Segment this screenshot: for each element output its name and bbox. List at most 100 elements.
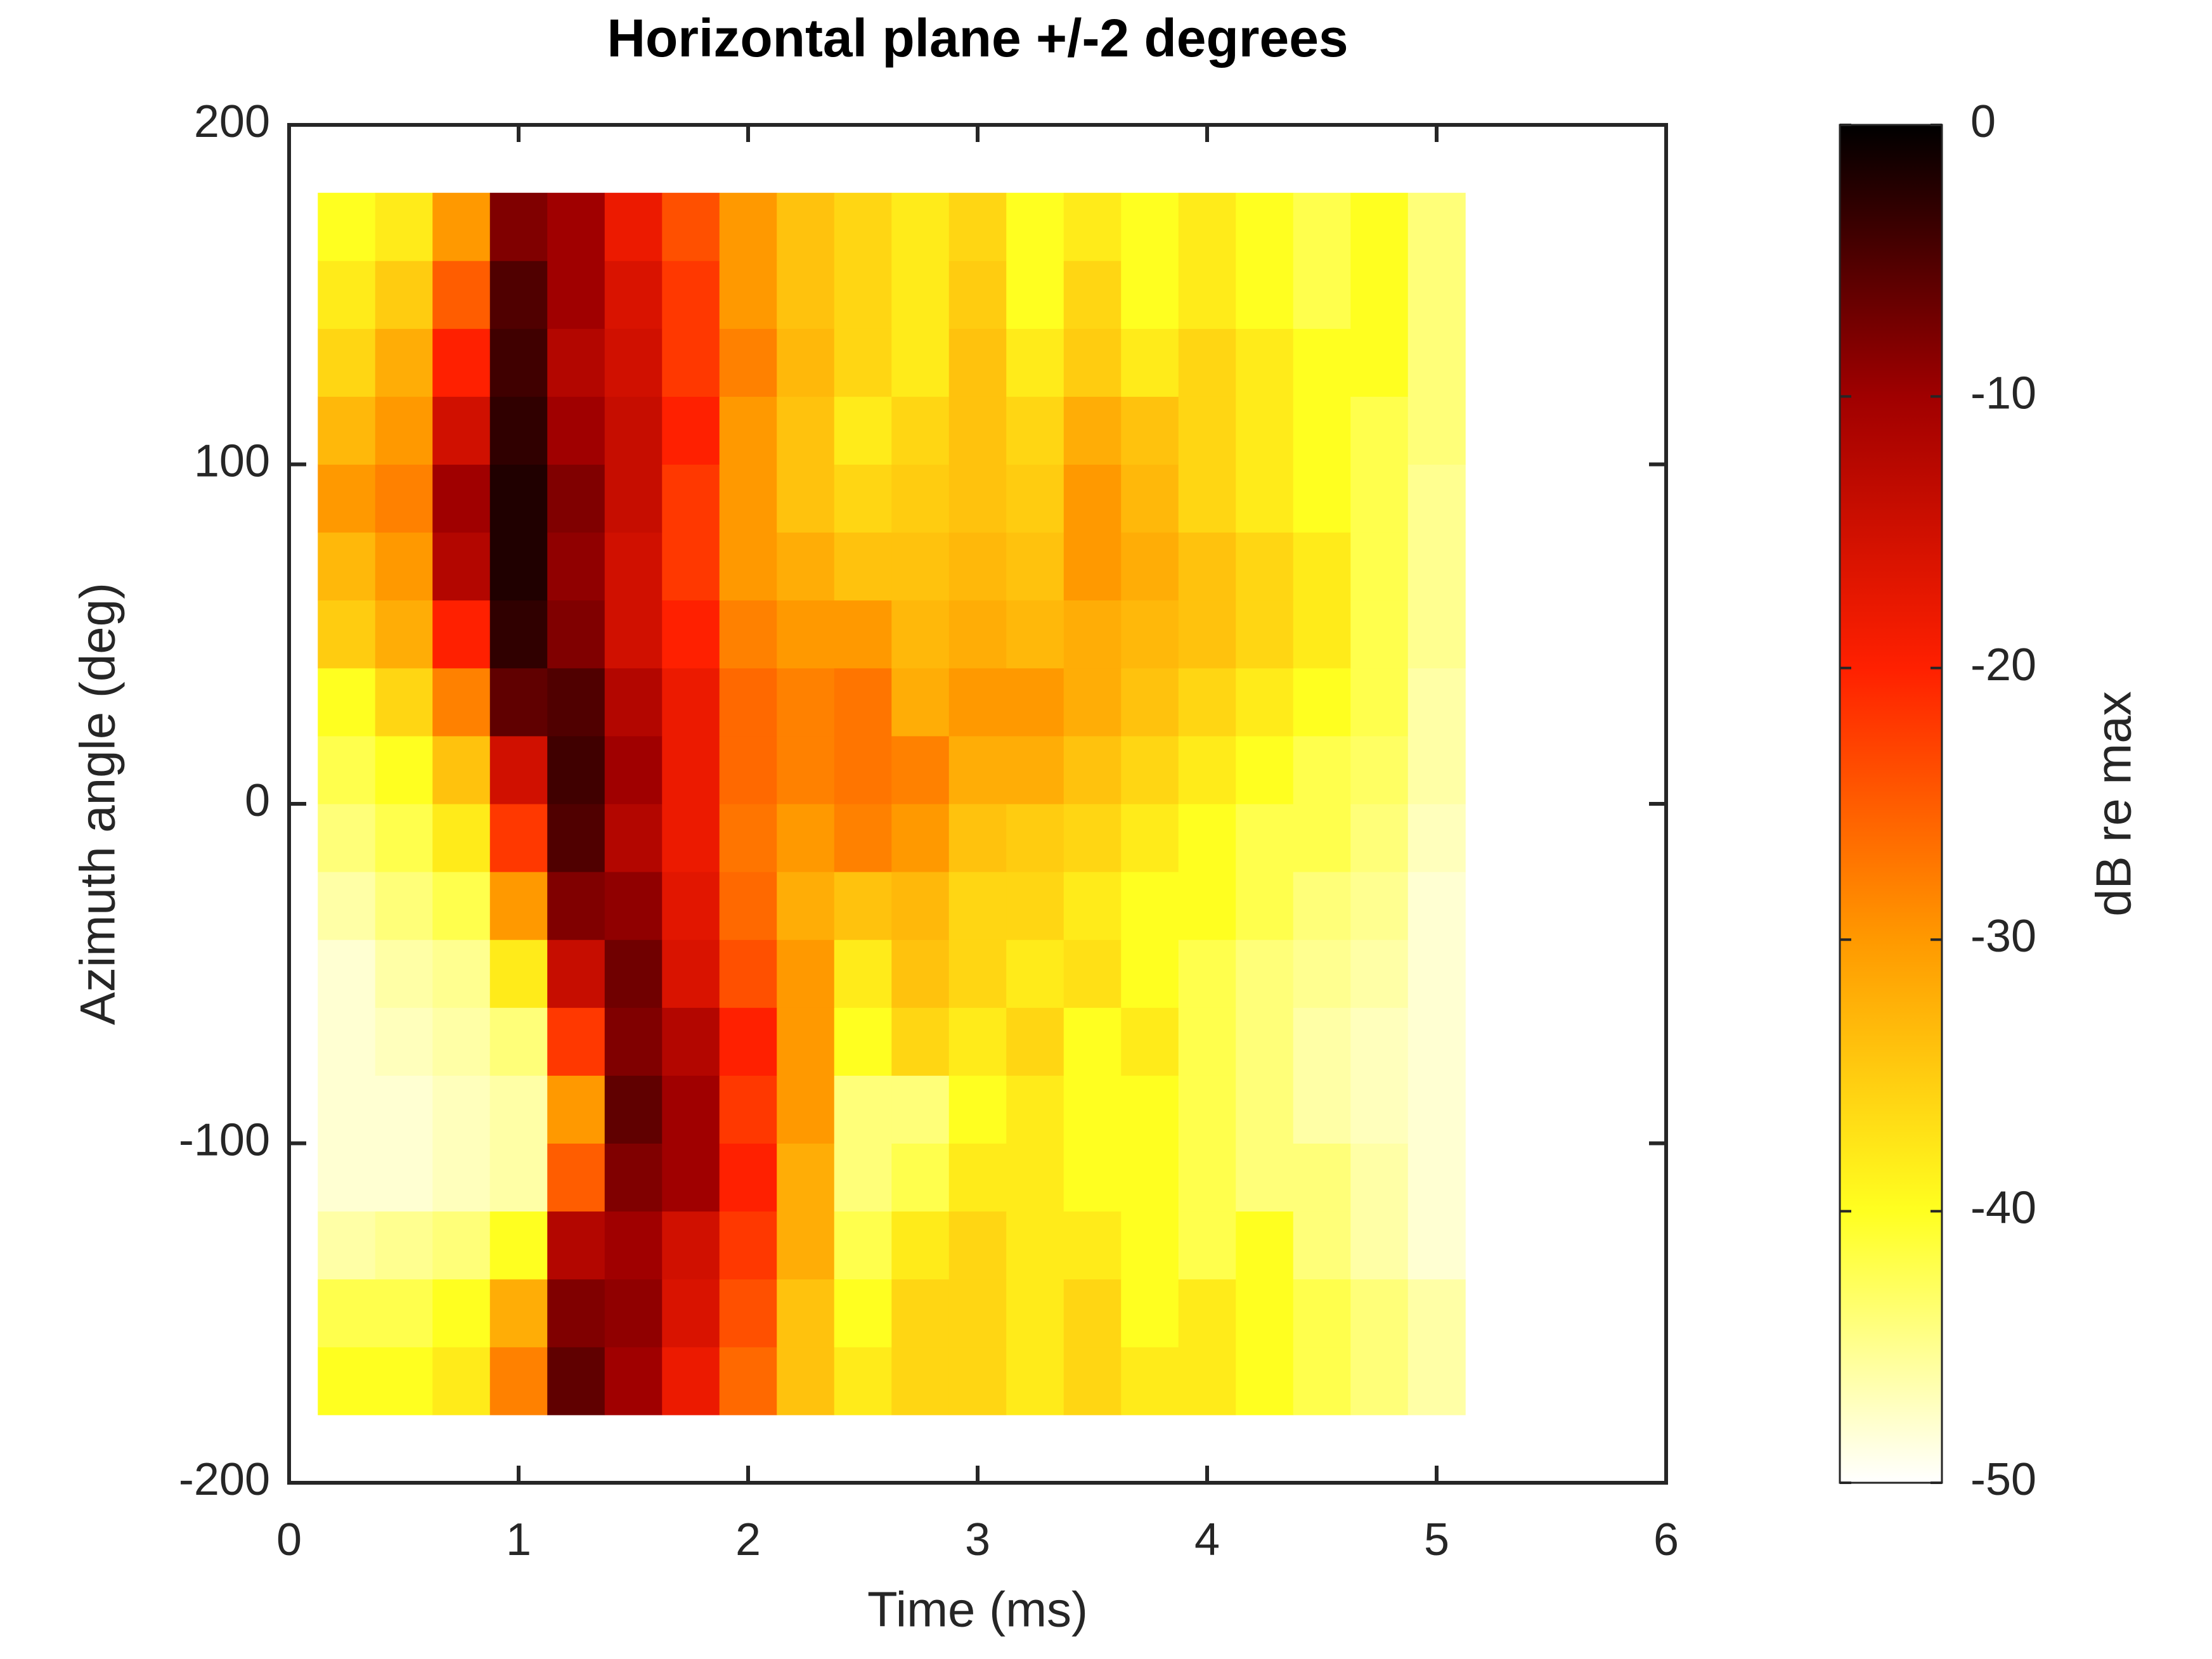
- heatmap-cell: [1236, 1346, 1294, 1416]
- heatmap-cell: [547, 600, 605, 669]
- heatmap-cell: [1121, 328, 1179, 397]
- heatmap-cell: [604, 1075, 663, 1144]
- heatmap-cell: [1006, 1346, 1064, 1416]
- heatmap-cell: [1293, 1346, 1351, 1416]
- heatmap-cell: [719, 1279, 777, 1348]
- heatmap-cell: [777, 600, 835, 669]
- heatmap-cell: [777, 193, 835, 261]
- heatmap-cell: [604, 532, 663, 601]
- heatmap-cell: [777, 1279, 835, 1348]
- heatmap-cell: [891, 804, 950, 872]
- heatmap-cell: [432, 939, 491, 1008]
- heatmap-cell: [375, 872, 433, 940]
- heatmap-cell: [948, 1279, 1007, 1348]
- heatmap-cell: [1121, 1211, 1179, 1280]
- heatmap-cell: [547, 1075, 605, 1144]
- heatmap-cell: [318, 464, 376, 533]
- heatmap-cell: [318, 261, 376, 329]
- heatmap-cell: [604, 939, 663, 1008]
- heatmap-cell: [1350, 1211, 1409, 1280]
- heatmap-cell: [547, 939, 605, 1008]
- heatmap-cell: [948, 600, 1007, 669]
- heatmap-cell: [604, 193, 663, 261]
- heatmap-cell: [547, 261, 605, 329]
- heatmap-cell: [834, 328, 892, 397]
- heatmap-cell: [1063, 804, 1122, 872]
- heatmap-cell: [1236, 735, 1294, 804]
- heatmap-cell: [547, 328, 605, 397]
- heatmap-cell: [1350, 939, 1409, 1008]
- heatmap-cell: [1178, 1143, 1236, 1212]
- heatmap-cell: [318, 939, 376, 1008]
- heatmap-cell: [489, 668, 548, 737]
- heatmap-cell: [375, 396, 433, 465]
- heatmap-cell: [1236, 328, 1294, 397]
- heatmap-cell: [318, 396, 376, 465]
- heatmap-cell: [1178, 261, 1236, 329]
- heatmap-cell: [432, 1346, 491, 1416]
- heatmap-cell: [948, 1211, 1007, 1280]
- heatmap-cell: [777, 396, 835, 465]
- heatmap-cell: [489, 600, 548, 669]
- heatmap-cell: [1006, 1007, 1064, 1076]
- heatmap-cell: [375, 668, 433, 737]
- heatmap-cell: [1293, 1007, 1351, 1076]
- heatmap-cell: [1236, 464, 1294, 533]
- heatmap-cell: [432, 328, 491, 397]
- heatmap-cell: [1236, 1007, 1294, 1076]
- heatmap-cell: [432, 600, 491, 669]
- heatmap-cell: [719, 804, 777, 872]
- heatmap-cell: [1063, 1075, 1122, 1144]
- heatmap-cell: [1178, 668, 1236, 737]
- heatmap-cell: [1236, 1075, 1294, 1144]
- heatmap-cell: [489, 328, 548, 397]
- heatmap-cell: [1178, 735, 1236, 804]
- colorbar-tick-label: -50: [1970, 1454, 2036, 1505]
- heatmap-cell: [1350, 735, 1409, 804]
- y-tick-label: 100: [194, 436, 270, 487]
- heatmap-cell: [1006, 1075, 1064, 1144]
- heatmap-cell: [375, 193, 433, 261]
- heatmap-cell: [1350, 328, 1409, 397]
- heatmap-cell: [719, 1346, 777, 1416]
- heatmap-cell: [1063, 464, 1122, 533]
- heatmap-cell: [489, 1211, 548, 1280]
- heatmap-cell: [604, 261, 663, 329]
- heatmap-cell: [777, 735, 835, 804]
- heatmap-cell: [1236, 532, 1294, 601]
- x-tick-label: 0: [276, 1514, 302, 1565]
- heatmap-cell: [432, 668, 491, 737]
- colorbar-tick-label: -20: [1970, 640, 2036, 690]
- heatmap-cell: [662, 735, 720, 804]
- heatmap-cell: [662, 804, 720, 872]
- heatmap-cell: [662, 1346, 720, 1416]
- heatmap-cell: [1350, 1279, 1409, 1348]
- heatmap-cell: [547, 668, 605, 737]
- heatmap-cell: [834, 600, 892, 669]
- heatmap-cell: [662, 1143, 720, 1212]
- heatmap-cell: [891, 464, 950, 533]
- heatmap-cell: [1407, 668, 1466, 737]
- heatmap-cell: [1121, 1143, 1179, 1212]
- heatmap-cell: [834, 1007, 892, 1076]
- heatmap-cell: [604, 735, 663, 804]
- heatmap-cell: [547, 193, 605, 261]
- heatmap-cell: [432, 872, 491, 940]
- heatmap-cell: [318, 532, 376, 601]
- heatmap-cell: [1293, 804, 1351, 872]
- heatmap-cell: [375, 1007, 433, 1076]
- heatmap-cell: [318, 804, 376, 872]
- heatmap-cell: [604, 872, 663, 940]
- heatmap-cell: [547, 396, 605, 465]
- heatmap-cell: [1063, 1143, 1122, 1212]
- heatmap-cell: [375, 261, 433, 329]
- heatmap-cell: [1236, 600, 1294, 669]
- heatmap-cell: [891, 668, 950, 737]
- x-tick-label: 1: [506, 1514, 531, 1565]
- heatmap-cell: [1293, 464, 1351, 533]
- heatmap-cell: [1121, 193, 1179, 261]
- heatmap-cell: [1350, 804, 1409, 872]
- heatmap-cell: [1293, 668, 1351, 737]
- heatmap-cell: [318, 1075, 376, 1144]
- heatmap-cell: [489, 804, 548, 872]
